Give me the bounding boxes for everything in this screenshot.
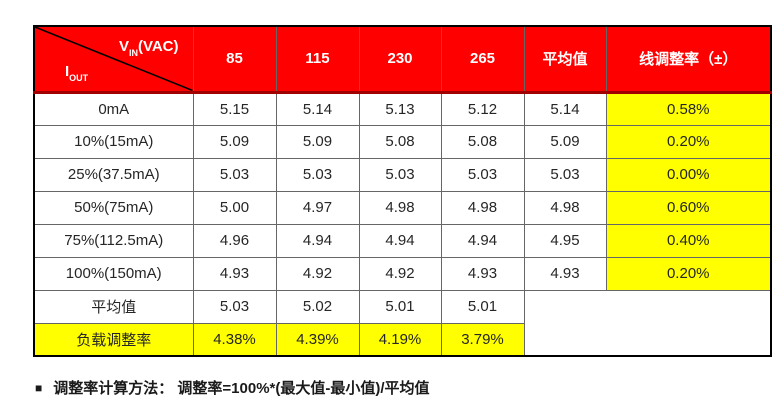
cell-line-regulation: 0.20%: [605, 124, 772, 159]
cell-value: 4.94: [440, 223, 525, 258]
vin-symbol: V: [118, 38, 129, 55]
cell-line-regulation: 0.58%: [605, 91, 772, 126]
cell-value: 4.94: [275, 223, 360, 258]
header-row: VIN(VAC) IOUT 85 115 230 265 平均值 线调整率（±）: [33, 25, 772, 94]
cell-value: 4.96: [192, 223, 277, 258]
cell-value: 5.15: [192, 91, 277, 126]
cell-average: 5.14: [523, 91, 607, 126]
table-row-10pct: 10%(15mA) 5.09 5.09 5.08 5.08 5.09 0.20%: [33, 124, 772, 159]
iout-subscript: OUT: [69, 73, 89, 83]
cell-load-regulation: 4.19%: [358, 322, 442, 357]
cell-line-regulation: 0.60%: [605, 190, 772, 225]
iout-label: IOUT: [65, 63, 89, 83]
cell-load-regulation: 4.39%: [275, 322, 360, 357]
cell-value: 5.13: [358, 91, 442, 126]
cell-value: 4.98: [358, 190, 442, 225]
cell-value: 5.03: [440, 157, 525, 192]
col-header-265: 265: [440, 25, 525, 94]
col-header-85: 85: [192, 25, 277, 94]
vin-subscript: IN: [128, 48, 138, 58]
cell-value: 5.01: [440, 289, 525, 324]
regulation-table: VIN(VAC) IOUT 85 115 230 265 平均值 线调整率（±）…: [33, 25, 772, 357]
table-row-75pct: 75%(112.5mA) 4.96 4.94 4.94 4.94 4.95 0.…: [33, 223, 772, 258]
cell-average: 4.98: [523, 190, 607, 225]
diagonal-divider-line: [35, 27, 191, 89]
table-row-50pct: 50%(75mA) 5.00 4.97 4.98 4.98 4.98 0.60%: [33, 190, 772, 225]
cell-line-regulation: 0.40%: [605, 223, 772, 258]
col-header-230: 230: [358, 25, 442, 94]
row-label: 50%(75mA): [33, 190, 194, 225]
cell-value: 4.93: [192, 256, 277, 291]
cell-average: 5.03: [523, 157, 607, 192]
cell-value: 5.02: [275, 289, 360, 324]
bullet-square-icon: ■: [35, 380, 43, 395]
cell-value: 4.94: [358, 223, 442, 258]
row-label: 100%(150mA): [33, 256, 194, 291]
cell-value: 5.03: [358, 157, 442, 192]
corner-header-cell: VIN(VAC) IOUT: [33, 25, 194, 94]
cell-load-regulation: 3.79%: [440, 322, 525, 357]
cell-value: 5.03: [192, 157, 277, 192]
cell-value: 5.08: [358, 124, 442, 159]
cell-value: 4.97: [275, 190, 360, 225]
col-header-average: 平均值: [523, 25, 607, 94]
cell-average: 4.93: [523, 256, 607, 291]
row-label: 75%(112.5mA): [33, 223, 194, 258]
cell-value: 4.92: [275, 256, 360, 291]
iout-symbol: I: [65, 63, 70, 80]
cell-value: 4.98: [440, 190, 525, 225]
cell-value: 5.08: [440, 124, 525, 159]
col-header-line-regulation: 线调整率（±）: [605, 25, 772, 94]
cell-line-regulation: 0.00%: [605, 157, 772, 192]
table-row-load-regulation: 负载调整率 4.38% 4.39% 4.19% 3.79%: [33, 322, 771, 357]
cell-value: 5.14: [275, 91, 360, 126]
cell-value: 5.09: [192, 124, 277, 159]
cell-value: 5.00: [192, 190, 277, 225]
cell-value: 5.03: [275, 157, 360, 192]
table-row-25pct: 25%(37.5mA) 5.03 5.03 5.03 5.03 5.03 0.0…: [33, 157, 772, 192]
cell-load-regulation: 4.38%: [192, 322, 277, 357]
cell-average: 4.95: [523, 223, 607, 258]
col-header-115: 115: [275, 25, 360, 94]
cell-value: 5.01: [358, 289, 442, 324]
row-label: 0mA: [33, 91, 194, 126]
table-row-100pct: 100%(150mA) 4.93 4.92 4.92 4.93 4.93 0.2…: [33, 256, 772, 291]
table-row-0ma: 0mA 5.15 5.14 5.13 5.12 5.14 0.58%: [33, 91, 772, 126]
row-label: 25%(37.5mA): [33, 157, 194, 192]
vac-unit: (VAC): [137, 38, 179, 55]
cell-average: 5.09: [523, 124, 607, 159]
cell-line-regulation: 0.20%: [605, 256, 772, 291]
cell-value: 4.92: [358, 256, 442, 291]
row-label: 负载调整率: [33, 322, 194, 357]
footnote: ■ 调整率计算方法： 调整率=100%*(最大值-最小值)/平均值: [35, 377, 430, 398]
cell-value: 4.93: [440, 256, 525, 291]
merged-empty-cell: [523, 289, 772, 357]
cell-value: 5.03: [192, 289, 277, 324]
vin-vac-label: VIN(VAC): [118, 38, 179, 58]
table-row-average: 平均值 5.03 5.02 5.01 5.01: [33, 289, 772, 357]
footnote-text: 调整率计算方法： 调整率=100%*(最大值-最小值)/平均值: [53, 380, 430, 397]
cell-value: 5.09: [275, 124, 360, 159]
row-label: 10%(15mA): [33, 124, 194, 159]
row-label: 平均值: [33, 289, 194, 324]
cell-value: 5.12: [440, 91, 525, 126]
